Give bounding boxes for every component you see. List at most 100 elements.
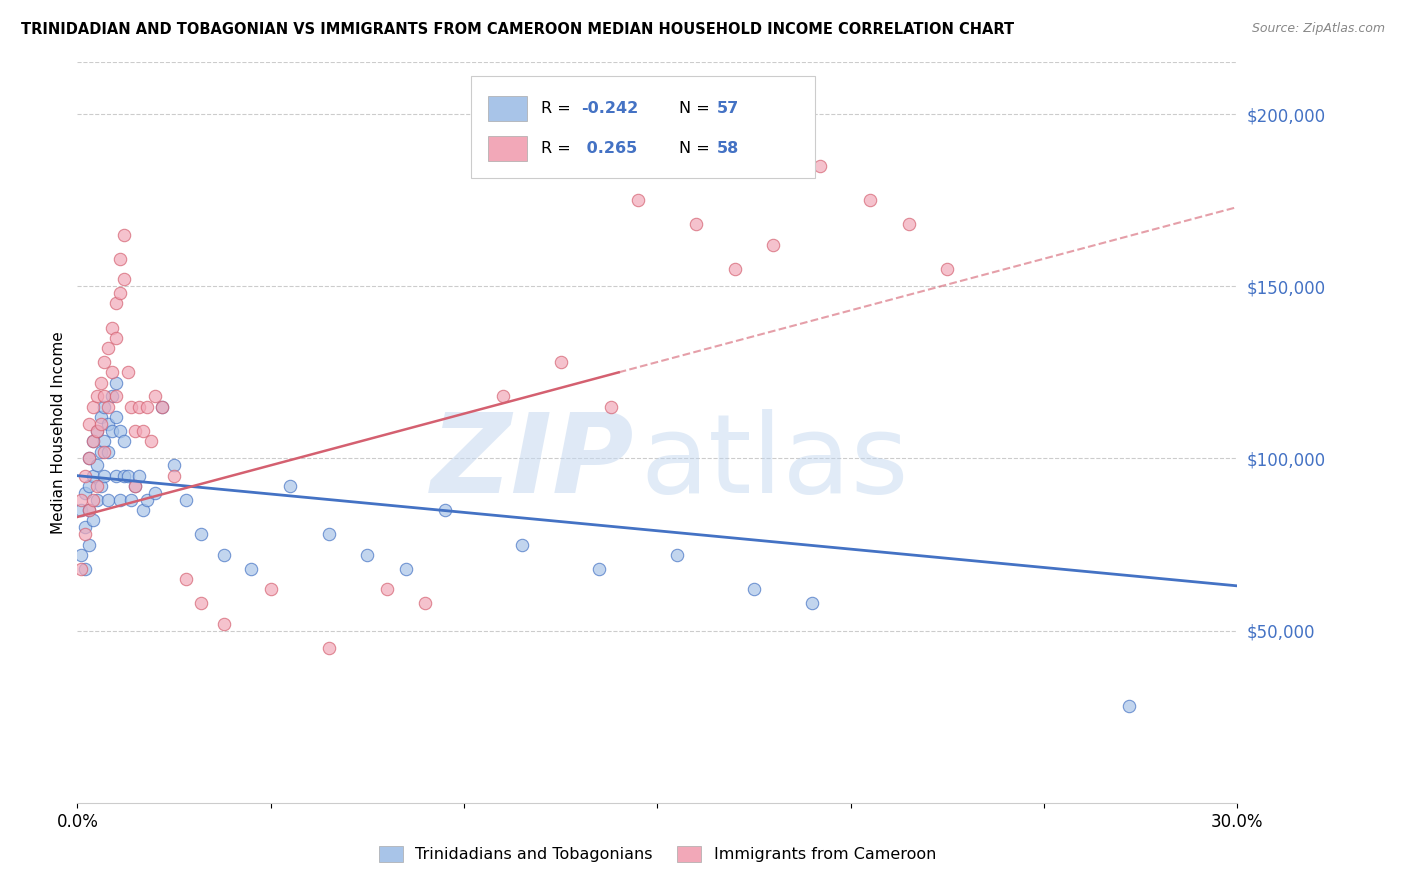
Point xyxy=(93,400,115,414)
Point xyxy=(240,561,263,575)
Point xyxy=(510,537,533,551)
Point xyxy=(143,486,166,500)
Point xyxy=(70,492,93,507)
Point xyxy=(97,400,120,414)
Point xyxy=(112,227,135,242)
Point xyxy=(318,527,340,541)
Point xyxy=(163,468,186,483)
Point xyxy=(75,561,96,575)
Point xyxy=(101,365,124,379)
Legend: Trinidadians and Tobagonians, Immigrants from Cameroon: Trinidadians and Tobagonians, Immigrants… xyxy=(373,839,942,869)
Text: 58: 58 xyxy=(717,142,740,156)
Point xyxy=(105,331,127,345)
Point xyxy=(77,479,100,493)
Point xyxy=(375,582,398,597)
Point xyxy=(105,376,127,390)
Point xyxy=(75,527,96,541)
Point xyxy=(77,503,100,517)
Point xyxy=(93,389,115,403)
Point xyxy=(124,479,146,493)
Point xyxy=(260,582,283,597)
Point xyxy=(627,193,650,207)
Point xyxy=(97,341,120,355)
Point xyxy=(214,548,236,562)
Point xyxy=(86,458,108,473)
Point xyxy=(492,389,515,403)
Point xyxy=(724,262,747,277)
Point xyxy=(90,479,111,493)
Point xyxy=(93,444,115,458)
Point xyxy=(86,389,108,403)
Point xyxy=(77,417,100,431)
Point xyxy=(132,503,155,517)
Point xyxy=(86,424,108,438)
Point xyxy=(105,468,127,483)
Point xyxy=(174,492,197,507)
Point xyxy=(101,389,124,403)
Point xyxy=(163,458,186,473)
Point xyxy=(124,424,146,438)
Point xyxy=(112,434,135,449)
Point xyxy=(93,468,115,483)
Point xyxy=(132,424,155,438)
Point xyxy=(121,492,143,507)
Point xyxy=(75,520,96,534)
Point xyxy=(105,389,127,403)
Point xyxy=(117,365,139,379)
Point xyxy=(97,492,120,507)
Point xyxy=(82,492,104,507)
Point xyxy=(97,444,120,458)
Point xyxy=(190,596,212,610)
Point xyxy=(86,424,108,438)
Point xyxy=(152,400,174,414)
Point xyxy=(86,492,108,507)
Point xyxy=(588,561,610,575)
Point xyxy=(859,193,882,207)
Text: TRINIDADIAN AND TOBAGONIAN VS IMMIGRANTS FROM CAMEROON MEDIAN HOUSEHOLD INCOME C: TRINIDADIAN AND TOBAGONIAN VS IMMIGRANTS… xyxy=(21,22,1014,37)
Point xyxy=(136,400,159,414)
Point xyxy=(101,424,124,438)
Point xyxy=(395,561,418,575)
Point xyxy=(108,492,131,507)
Point xyxy=(70,561,93,575)
Point xyxy=(90,444,111,458)
Text: 0.265: 0.265 xyxy=(581,142,637,156)
Text: atlas: atlas xyxy=(640,409,908,516)
Point xyxy=(82,434,104,449)
Point xyxy=(70,503,93,517)
Point xyxy=(128,400,150,414)
Point xyxy=(665,548,688,562)
Point xyxy=(82,400,104,414)
Point xyxy=(77,537,100,551)
Point xyxy=(77,451,100,466)
Point xyxy=(801,596,824,610)
Point xyxy=(174,572,197,586)
Text: Source: ZipAtlas.com: Source: ZipAtlas.com xyxy=(1251,22,1385,36)
Point xyxy=(93,355,115,369)
Point xyxy=(121,400,143,414)
Point xyxy=(90,410,111,425)
Point xyxy=(82,468,104,483)
Point xyxy=(112,468,135,483)
Point xyxy=(86,479,108,493)
Text: N =: N = xyxy=(679,142,716,156)
Point xyxy=(139,434,162,449)
Point xyxy=(685,217,707,231)
Point xyxy=(356,548,378,562)
Point xyxy=(108,252,131,266)
Point xyxy=(77,503,100,517)
Point xyxy=(105,410,127,425)
Text: ZIP: ZIP xyxy=(430,409,634,516)
Point xyxy=(742,582,765,597)
Point xyxy=(600,400,623,414)
Point xyxy=(762,238,785,252)
Point xyxy=(108,286,131,301)
Point xyxy=(936,262,959,277)
Point xyxy=(278,479,301,493)
Point xyxy=(93,434,115,449)
Text: R =: R = xyxy=(541,142,576,156)
Point xyxy=(413,596,436,610)
Point xyxy=(128,468,150,483)
Point xyxy=(70,548,93,562)
Point xyxy=(1118,699,1140,714)
